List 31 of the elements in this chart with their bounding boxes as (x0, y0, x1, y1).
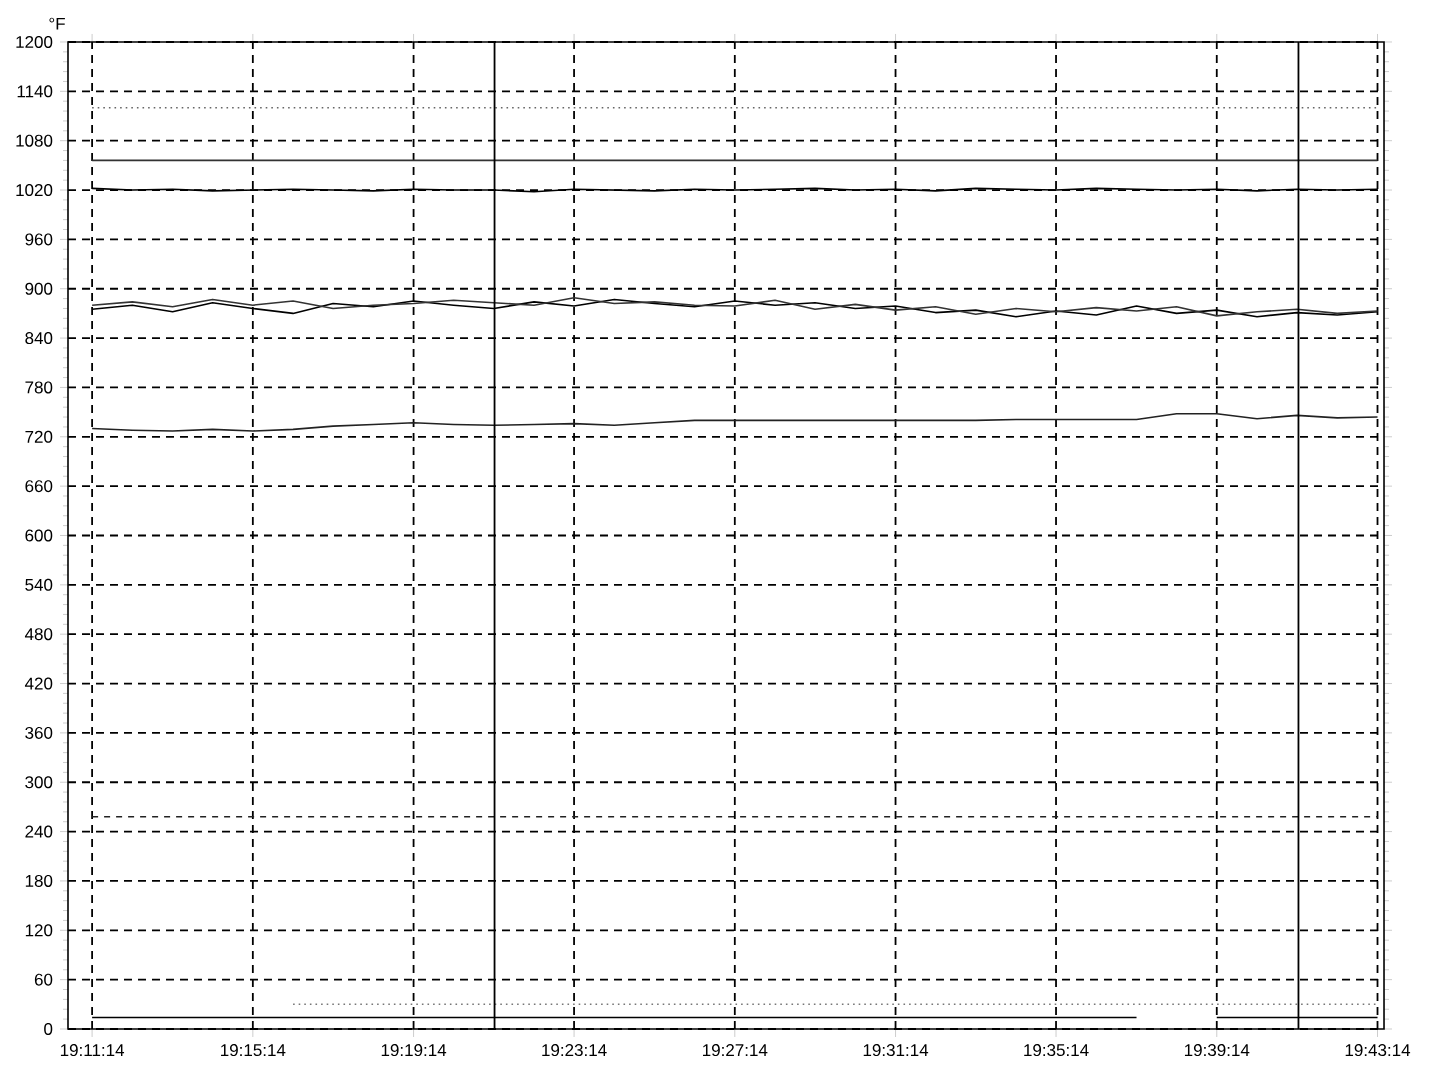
x-tick-label: 19:39:14 (1184, 1044, 1250, 1057)
y-tick-label: 600 (25, 529, 53, 542)
y-tick-label: 540 (25, 578, 53, 591)
x-tick-label: 19:19:14 (381, 1044, 447, 1057)
y-tick-label: 1080 (16, 134, 53, 147)
y-tick-label: 960 (25, 233, 53, 246)
y-tick-label: 240 (25, 825, 53, 838)
y-tick-label: 180 (25, 874, 53, 887)
x-tick-label: 19:31:14 (863, 1044, 929, 1057)
y-tick-label: 1140 (17, 85, 53, 98)
x-tick-label: 19:23:14 (542, 1044, 607, 1057)
y-tick-label: 0 (44, 1022, 53, 1035)
y-tick-label: 1020 (16, 184, 53, 197)
y-tick-label: 420 (24, 677, 53, 690)
y-tick-label: 720 (25, 430, 53, 443)
y-tick-label: 120 (25, 924, 53, 937)
y-tick-label: 900 (25, 282, 53, 295)
y-tick-label: 840 (25, 332, 53, 345)
x-tick-label: 19:35:14 (1024, 1044, 1089, 1057)
y-tick-label: 300 (25, 776, 53, 789)
x-tick-label: 19:11:14 (60, 1044, 125, 1057)
y-tick-label: 780 (25, 381, 53, 394)
y-tick-label: 1200 (16, 35, 53, 48)
y-tick-label: 360 (25, 726, 53, 739)
x-tick-label: 19:43:14 (1345, 1044, 1411, 1057)
x-tick-label: 19:27:14 (703, 1044, 768, 1057)
y-axis-title: °F (49, 17, 65, 30)
x-tick-label: 19:15:14 (221, 1044, 286, 1057)
y-tick-label: 60 (34, 973, 53, 986)
y-tick-label: 660 (25, 480, 53, 493)
y-tick-label: 480 (24, 628, 53, 641)
